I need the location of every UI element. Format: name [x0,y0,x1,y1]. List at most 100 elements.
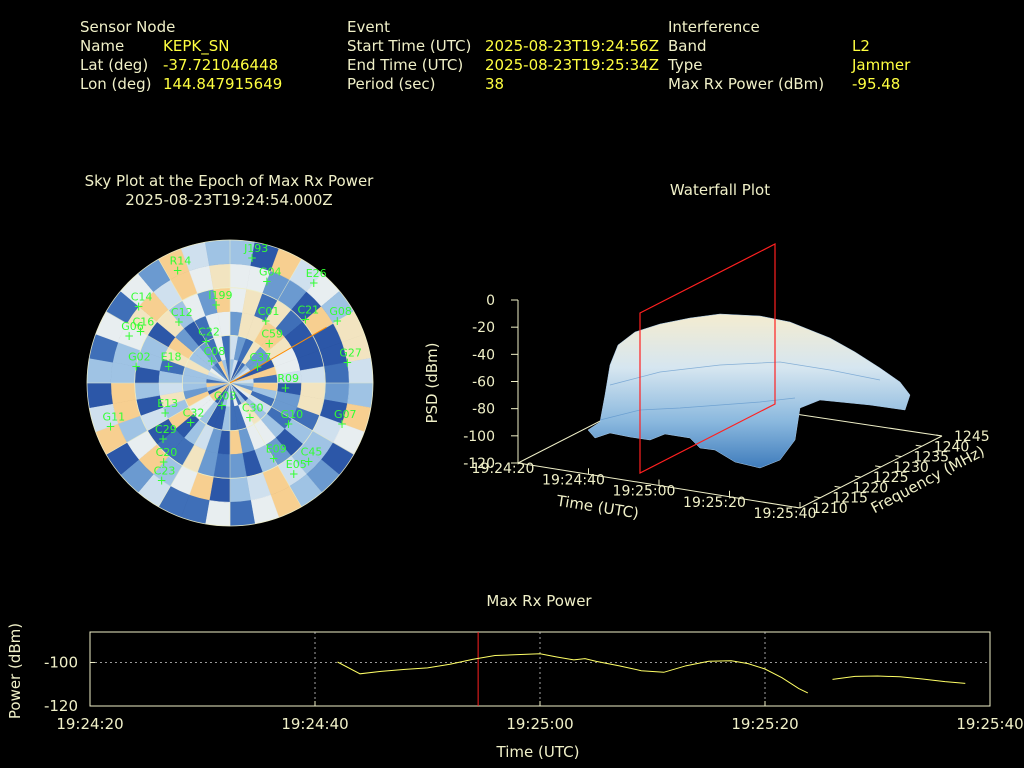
skyplot-satellite: +J193 [243,242,268,265]
power-grid [90,632,990,706]
satellite-marker: + [124,329,134,343]
satellite-marker: + [280,381,290,395]
sensor-heading: Sensor Node [80,18,176,36]
satellite-marker: + [264,337,274,351]
skyplot-satellite: +C16 [133,315,155,338]
skyplot-satellite: +C32 [183,406,205,429]
satellite-label: G07 [334,408,357,421]
skyplot-satellite: +G08 [329,305,352,328]
skyplot-satellite: +C22 [198,326,220,349]
satellite-label: C22 [198,326,220,339]
skyplot-jammer-bearing [229,326,327,384]
satellite-label: G03 [214,389,237,402]
power-x-tick-label: 19:25:00 [506,715,573,733]
power-x-tick-label: 19:25:40 [956,715,1023,733]
sensor-name-value: KEPK_SN [163,37,230,55]
satellite-marker: + [261,314,271,328]
power-title: Max Rx Power [486,592,592,610]
event-period-label: Period (sec) [347,75,436,93]
z-tick-label: -80 [472,402,495,418]
satellite-label: G11 [103,410,126,423]
skyplot-subtitle: 2025-08-23T19:24:54.000Z [125,191,332,209]
waterfall-max-epoch-plane [639,243,776,474]
satellite-marker: + [173,264,183,278]
power-y-tick-label: -120 [44,697,78,715]
skyplot-satellite: +E13 [157,397,178,420]
sensor-lat-label: Lat (deg) [80,56,149,74]
satellite-marker: + [186,415,196,429]
satellite-label: E18 [161,351,182,364]
satellite-label: G10 [281,408,304,421]
skyplot-cell [86,357,113,384]
z-tick-label: 0 [486,293,495,309]
satellite-label: C21 [297,304,319,317]
interference-power-value: -95.48 [852,75,901,93]
skyplot-satellite: +G03 [214,389,237,412]
skyplot-title: Sky Plot at the Epoch of Max Rx Power [85,172,375,190]
skyplot-satellite: +E18 [161,351,182,374]
freq-tick-mark [875,465,882,468]
satellite-label: C23 [154,465,176,478]
power-y-tick-label: -100 [44,653,78,671]
power-series [337,653,966,694]
satellite-marker: + [164,360,174,374]
skyplot-satellite: +G06 [121,320,144,343]
satellite-marker: + [269,452,279,466]
waterfall-time-ticks: 19:24:20 19:24:40 19:25:00 19:25:20 19:25:40 [472,457,817,522]
satellite-label: G08 [329,305,352,318]
freq-tick-mark [895,455,902,458]
z-tick-label: -40 [472,347,495,363]
satellite-label: G02 [128,350,151,363]
skyplot-satellite: +C12 [171,306,193,329]
time-tick-label: 19:25:40 [754,506,817,522]
freq-tick-label: 1225 [873,470,909,486]
skyplot-satellite: +C59 [261,328,283,351]
skyplot-satellite: +G02 [128,350,151,373]
satellite-marker: + [174,315,184,329]
power-ylabel: Power (dBm) [6,623,24,719]
satellite-label: C29 [155,423,177,436]
waterfall-plot: Waterfall Plot 0 -20 -40 -60 -80 -100 -120 19:… [423,181,990,522]
satellite-marker: + [157,474,167,488]
satellite-label: C59 [261,328,283,341]
skyplot-satellite: +C20 [156,446,178,469]
satellite-label: R09 [277,372,299,385]
satellite-marker: + [134,299,144,313]
skyplot-satellite: +G11 [103,410,126,433]
satellite-label: C37 [250,351,272,364]
satellite-marker: + [158,432,168,446]
freq-tick-label: 1235 [913,450,949,466]
freq-tick-mark [915,444,922,447]
satellite-label: C12 [171,306,193,319]
satellite-label: E05 [286,458,307,471]
freq-tick-label: 1245 [954,429,990,445]
satellite-label: R14 [170,255,192,268]
z-tick-label: -60 [472,375,495,391]
interference-band-label: Band [668,37,707,55]
skyplot-satellite: +C30 [242,401,264,424]
skyplot-azimuth-spoke [106,382,231,455]
skyplot-satellite: +C45 [301,446,323,469]
event-end-value: 2025-08-23T19:25:34Z [485,56,659,74]
satellite-marker: + [284,417,294,431]
freq-tick-label: 1210 [812,501,848,517]
waterfall-title: Waterfall Plot [670,181,770,199]
satellite-label: I199 [208,289,232,302]
sensor-lon-label: Lon (deg) [80,75,152,93]
skyplot-azimuth-spoke [229,382,302,507]
satellite-marker: + [309,276,319,290]
skyplot-satellite: +E09 [266,443,287,466]
sensor-lon-value: 144.847915649 [163,75,283,93]
skyplot-satellite: +G07 [334,408,357,431]
skyplot-satellite: +E05 [286,458,307,481]
satellite-marker: + [337,417,347,431]
freq-tick-label: 1230 [893,460,929,476]
waterfall-freq-axis [799,435,943,509]
freq-tick-mark [834,485,841,488]
satellite-marker: + [217,398,227,412]
satellite-marker: + [211,298,221,312]
power-x-tick-label: 19:24:40 [281,715,348,733]
satellite-label: C30 [242,401,264,414]
skyplot-cell [86,382,113,409]
skyplot-satellite: +G27 [339,346,362,369]
